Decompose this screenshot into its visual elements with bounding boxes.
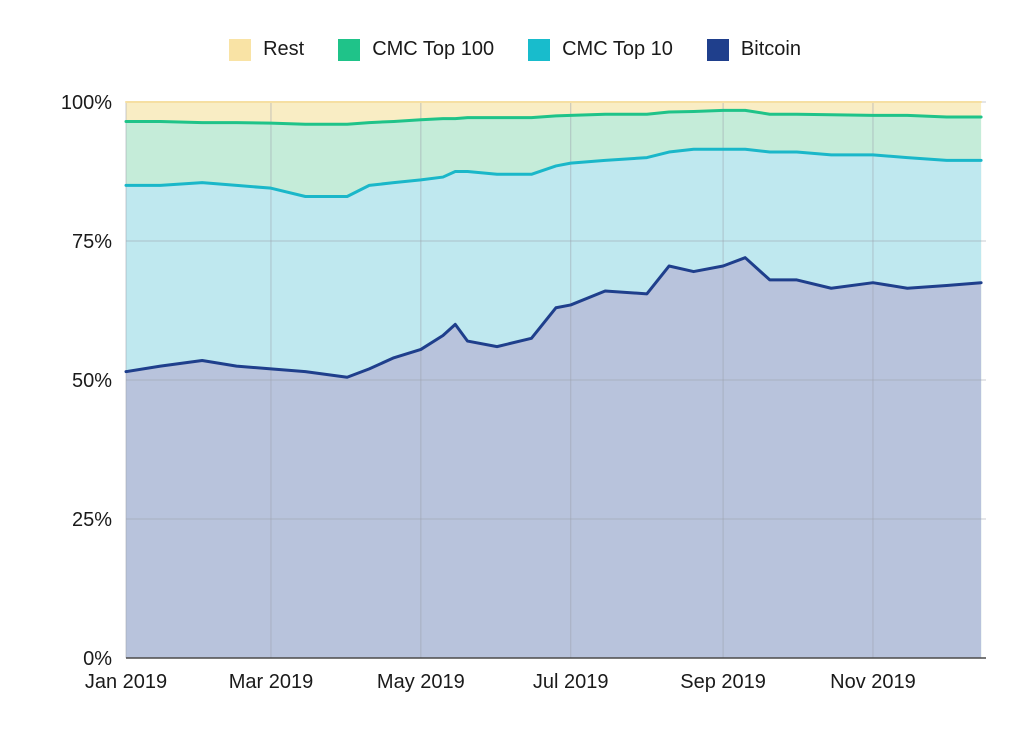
legend-swatch-rest bbox=[229, 38, 252, 61]
x-tick-label: Jul 2019 bbox=[533, 671, 609, 693]
legend-swatch-bitcoin bbox=[706, 38, 729, 61]
x-tick-label: Mar 2019 bbox=[229, 671, 314, 693]
legend-swatch-cmc-top-100 bbox=[338, 38, 361, 61]
area-bitcoin bbox=[126, 257, 982, 658]
legend-label-cmc-top-10: CMC Top 10 bbox=[562, 38, 673, 60]
y-tick-label: 75% bbox=[72, 231, 112, 253]
series-line-cmc-top-10 bbox=[124, 147, 983, 199]
legend-item-bitcoin[interactable]: Bitcoin bbox=[706, 38, 801, 61]
legend-swatch-cmc-top-10 bbox=[528, 38, 551, 61]
legend-label-bitcoin: Bitcoin bbox=[740, 38, 801, 60]
legend-label-cmc-top-100: CMC Top 100 bbox=[372, 38, 495, 60]
legend: Rest CMC Top 100 CMC Top 10 Bitcoin bbox=[0, 38, 1030, 61]
x-tick-label: Nov 2019 bbox=[830, 671, 916, 693]
axis-layer: 0% 25% 50% 75% 100% Jan 2019 Mar 2019 May 2019 J… bbox=[61, 92, 986, 693]
legend-label-rest: Rest bbox=[263, 38, 305, 60]
legend-item-cmc-top-100[interactable]: CMC Top 100 bbox=[338, 38, 494, 61]
y-tick-label: 25% bbox=[72, 509, 112, 531]
y-tick-label: 100% bbox=[61, 92, 112, 114]
y-tick-label: 0% bbox=[83, 648, 112, 670]
series-line-cmc-top-100 bbox=[124, 108, 983, 126]
series-line-bitcoin bbox=[124, 256, 983, 379]
line-layer bbox=[124, 101, 983, 379]
y-tick-label: 50% bbox=[72, 370, 112, 392]
legend-item-cmc-top-10[interactable]: CMC Top 10 bbox=[528, 38, 673, 61]
x-tick-label: Sep 2019 bbox=[680, 671, 766, 693]
legend-item-rest[interactable]: Rest bbox=[229, 38, 304, 61]
x-tick-label: May 2019 bbox=[377, 671, 465, 693]
x-tick-label: Jan 2019 bbox=[85, 671, 167, 693]
